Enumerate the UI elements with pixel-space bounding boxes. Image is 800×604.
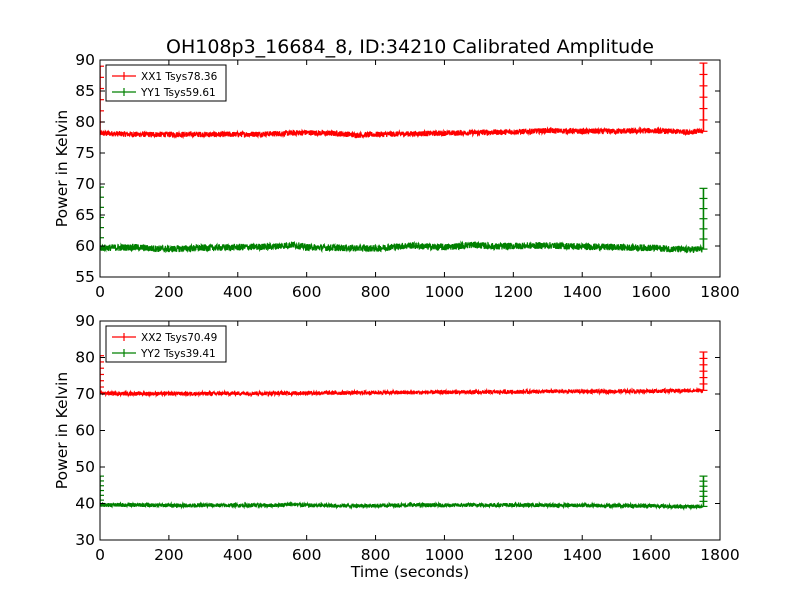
x-tick-label: 400 xyxy=(223,283,253,301)
y-tick-label: 55 xyxy=(75,268,95,286)
x-tick-label: 200 xyxy=(154,283,184,301)
y-tick-label: 30 xyxy=(75,531,95,549)
x-tick-label: 1400 xyxy=(562,283,601,301)
plot-series-group xyxy=(100,351,708,511)
y-tick-label: 65 xyxy=(75,206,95,224)
x-axis-label: Time (seconds) xyxy=(350,563,469,581)
legend-label: YY1 Tsys59.61 xyxy=(140,87,216,99)
chart-title: OH108p3_16684_8, ID:34210 Calibrated Amp… xyxy=(166,36,654,58)
series-line-2 xyxy=(100,240,704,254)
x-tick-label: 600 xyxy=(292,283,322,301)
x-tick-label: 1200 xyxy=(494,283,533,301)
legend-label: YY2 Tsys39.41 xyxy=(140,348,216,360)
x-tick-label: 1600 xyxy=(631,546,670,564)
x-tick-label: 1800 xyxy=(700,546,739,564)
x-tick-label: 1000 xyxy=(425,283,464,301)
y-tick-label: 80 xyxy=(75,349,95,367)
plot-frame xyxy=(99,59,721,278)
y-tick-label: 85 xyxy=(75,82,95,100)
x-tick-label: 600 xyxy=(292,546,322,564)
x-tick-label: 1400 xyxy=(562,546,601,564)
y-tick-label: 80 xyxy=(75,113,95,131)
x-tick-label: 800 xyxy=(361,283,391,301)
y-tick-label: 60 xyxy=(75,422,95,440)
y-axis-label: Power in Kelvin xyxy=(53,372,71,489)
plot-2: 0 200 400 600 800 1000 1200 1400 1600 1800 30 40 50 6… xyxy=(53,312,740,564)
x-tick-label: 1600 xyxy=(631,283,670,301)
x-tick-label: 1200 xyxy=(494,546,533,564)
y-tick-label: 60 xyxy=(75,237,95,255)
x-tick-label: 0 xyxy=(95,283,105,301)
y-axis-label: Power in Kelvin xyxy=(53,110,71,227)
legend-label: XX2 Tsys70.49 xyxy=(141,332,217,344)
y-tick-label: 50 xyxy=(75,458,95,476)
legend-label: XX1 Tsys78.36 xyxy=(141,71,218,83)
plot-series-group xyxy=(100,62,708,254)
series-line-1 xyxy=(100,126,704,140)
y-tick-label: 90 xyxy=(75,312,95,330)
y-tick-label: 40 xyxy=(75,495,95,513)
x-tick-label: 400 xyxy=(223,546,253,564)
x-tick-label: 0 xyxy=(95,546,105,564)
x-tick-label: 1800 xyxy=(700,283,739,301)
x-tick-label: 1000 xyxy=(425,546,464,564)
legend-box xyxy=(105,325,227,363)
y-tick-label: 75 xyxy=(75,144,95,162)
y-tick-label: 70 xyxy=(75,175,95,193)
x-tick-label: 200 xyxy=(154,546,184,564)
y-tick-label: 70 xyxy=(75,385,95,403)
series-line-2 xyxy=(100,500,704,511)
x-tick-label: 800 xyxy=(361,546,391,564)
plot-1: 0 200 400 600 800 1000 1200 1400 1600 1800 55 60 65 7… xyxy=(53,51,740,301)
y-tick-label: 90 xyxy=(75,51,95,69)
series-line-1 xyxy=(100,386,704,398)
legend-box xyxy=(105,64,227,102)
